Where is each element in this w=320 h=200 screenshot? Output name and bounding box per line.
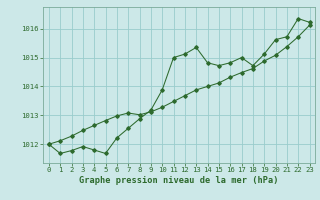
X-axis label: Graphe pression niveau de la mer (hPa): Graphe pression niveau de la mer (hPa) <box>79 176 279 185</box>
